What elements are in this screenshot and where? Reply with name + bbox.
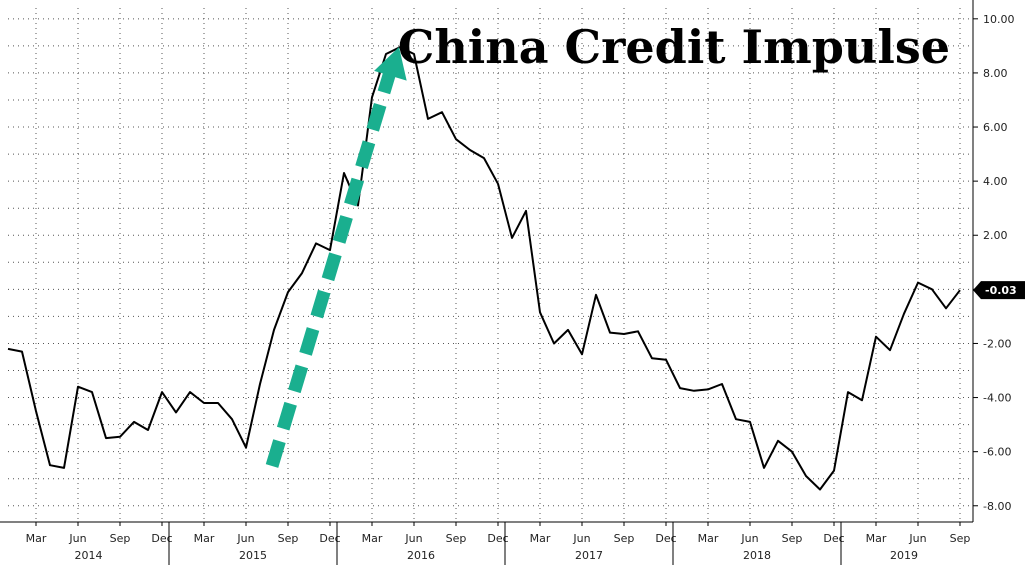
series-line xyxy=(7,46,961,491)
chart-title: China Credit Impulse xyxy=(398,20,950,74)
last-value-label: -0.03 xyxy=(985,284,1017,297)
x-tick-label: Jun xyxy=(740,532,758,545)
horizontal-gridlines xyxy=(8,18,973,507)
series-group xyxy=(7,46,961,491)
x-year-label: 2017 xyxy=(575,549,603,562)
x-tick-label: Dec xyxy=(823,532,844,545)
x-tick-label: Mar xyxy=(26,532,47,545)
x-tick-label: Dec xyxy=(151,532,172,545)
x-tick-label: Jun xyxy=(404,532,422,545)
y-tick-label: 6.00 xyxy=(983,121,1008,134)
y-tick-label: -2.00 xyxy=(983,337,1011,350)
y-tick-label: -4.00 xyxy=(983,392,1011,405)
x-tick-label: Dec xyxy=(487,532,508,545)
x-tick-label: Sep xyxy=(614,532,635,545)
x-tick-label: Dec xyxy=(655,532,676,545)
x-tick-label: Mar xyxy=(530,532,551,545)
x-tick-label: Sep xyxy=(782,532,803,545)
x-tick-label: Sep xyxy=(950,532,971,545)
x-tick-label: Jun xyxy=(572,532,590,545)
x-tick-label: Jun xyxy=(908,532,926,545)
x-tick-label: Sep xyxy=(446,532,467,545)
vertical-gridlines xyxy=(35,8,961,522)
x-tick-label: Jun xyxy=(68,532,86,545)
x-year-label: 2019 xyxy=(890,549,918,562)
x-tick-label: Sep xyxy=(110,532,131,545)
y-tick-label: -6.00 xyxy=(983,446,1011,459)
x-tick-label: Mar xyxy=(362,532,383,545)
x-tick-label: Mar xyxy=(698,532,719,545)
trend-arrow-shaft xyxy=(265,70,397,468)
x-year-label: 2015 xyxy=(239,549,267,562)
x-year-label: 2014 xyxy=(75,549,103,562)
x-tick-label: Dec xyxy=(319,532,340,545)
y-tick-label: 4.00 xyxy=(983,175,1008,188)
x-year-label: 2018 xyxy=(743,549,771,562)
year-dividers: 2014 2015 2016 2017 2018 2019 xyxy=(75,522,918,565)
trend-arrow xyxy=(265,47,407,468)
y-tick-label: 10.00 xyxy=(983,13,1015,26)
x-tick-label: Mar xyxy=(194,532,215,545)
x-year-label: 2016 xyxy=(407,549,435,562)
y-tick-label: -8.00 xyxy=(983,500,1011,513)
last-value-badge-shape xyxy=(973,281,1025,300)
x-tick-label: Sep xyxy=(278,532,299,545)
x-tick-label: Mar xyxy=(866,532,887,545)
y-tick-label: 8.00 xyxy=(983,67,1008,80)
x-axis-ticks: Mar Jun Sep Dec Mar Jun Sep Dec Mar Jun Sep Dec Mar J… xyxy=(26,522,971,545)
y-tick-label: 2.00 xyxy=(983,229,1008,242)
trend-arrow-head xyxy=(374,47,407,81)
x-tick-label: Jun xyxy=(236,532,254,545)
last-value-badge: -0.03 xyxy=(973,281,1025,300)
